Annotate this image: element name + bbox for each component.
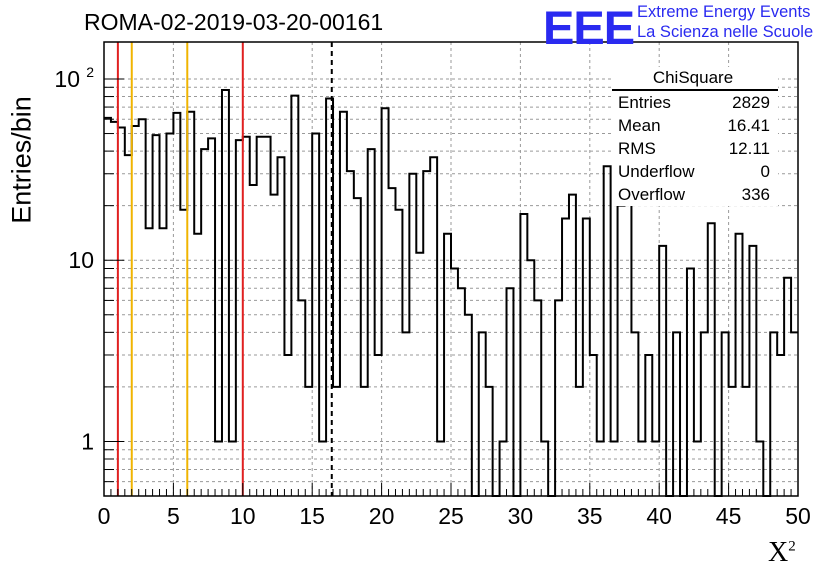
stats-value: 336 xyxy=(741,185,770,204)
logo-line-1: Extreme Energy Events xyxy=(637,3,811,21)
stats-row-rms: RMS 12.11 xyxy=(612,137,778,160)
stats-label: Overflow xyxy=(618,185,686,204)
stats-row-overflow: Overflow 336 xyxy=(612,183,778,206)
stats-label: RMS xyxy=(618,139,656,158)
y-axis-label: Entries/bin xyxy=(6,96,37,224)
x-axis-label-text: X xyxy=(768,537,789,568)
stats-value: 16.41 xyxy=(727,116,770,135)
stats-row-underflow: Underflow 0 xyxy=(612,160,778,183)
x-axis-label: X2 xyxy=(768,537,796,569)
y-tick-label: 10 xyxy=(54,66,80,92)
x-tick-label: 30 xyxy=(508,503,534,529)
stats-label: Mean xyxy=(618,116,661,135)
y-tick-label: 10 xyxy=(68,247,94,273)
x-tick-label: 45 xyxy=(716,503,742,529)
axes: 0 5 10 15 20 25 30 35 40 45 50 1 10 10 2 xyxy=(54,41,811,529)
x-tick-label: 5 xyxy=(167,503,180,529)
stats-row-entries: Entries 2829 xyxy=(612,91,778,114)
x-tick-label: 35 xyxy=(577,503,603,529)
y-tick-label: 1 xyxy=(81,428,94,454)
x-tick-label: 20 xyxy=(369,503,395,529)
stats-value: 2829 xyxy=(732,93,770,112)
x-tick-label: 15 xyxy=(299,503,325,529)
x-tick-label: 0 xyxy=(98,503,111,529)
stats-row-mean: Mean 16.41 xyxy=(612,114,778,137)
stats-label: Entries xyxy=(618,93,671,112)
eee-logo: EEE xyxy=(543,1,635,54)
stats-value: 0 xyxy=(760,162,770,181)
y-axis-label-box: Entries/bin xyxy=(2,96,42,224)
logo-line-2: La Scienza nelle Scuole xyxy=(637,23,814,41)
x-tick-label: 10 xyxy=(230,503,256,529)
reference-lines xyxy=(116,42,333,496)
x-tick-label: 40 xyxy=(646,503,672,529)
stats-box-title: ChiSquare xyxy=(612,67,778,91)
y-tick-label-exponent: 2 xyxy=(86,64,94,80)
x-tick-label: 50 xyxy=(785,503,811,529)
x-axis-label-exponent: 2 xyxy=(788,538,796,555)
stats-box: ChiSquare Entries 2829 Mean 16.41 RMS 12… xyxy=(612,67,778,206)
stats-value: 12.11 xyxy=(728,139,770,158)
chart-title: ROMA-02-2019-03-20-00161 xyxy=(84,9,384,35)
x-tick-label: 25 xyxy=(438,503,464,529)
stats-label: Underflow xyxy=(618,162,695,181)
